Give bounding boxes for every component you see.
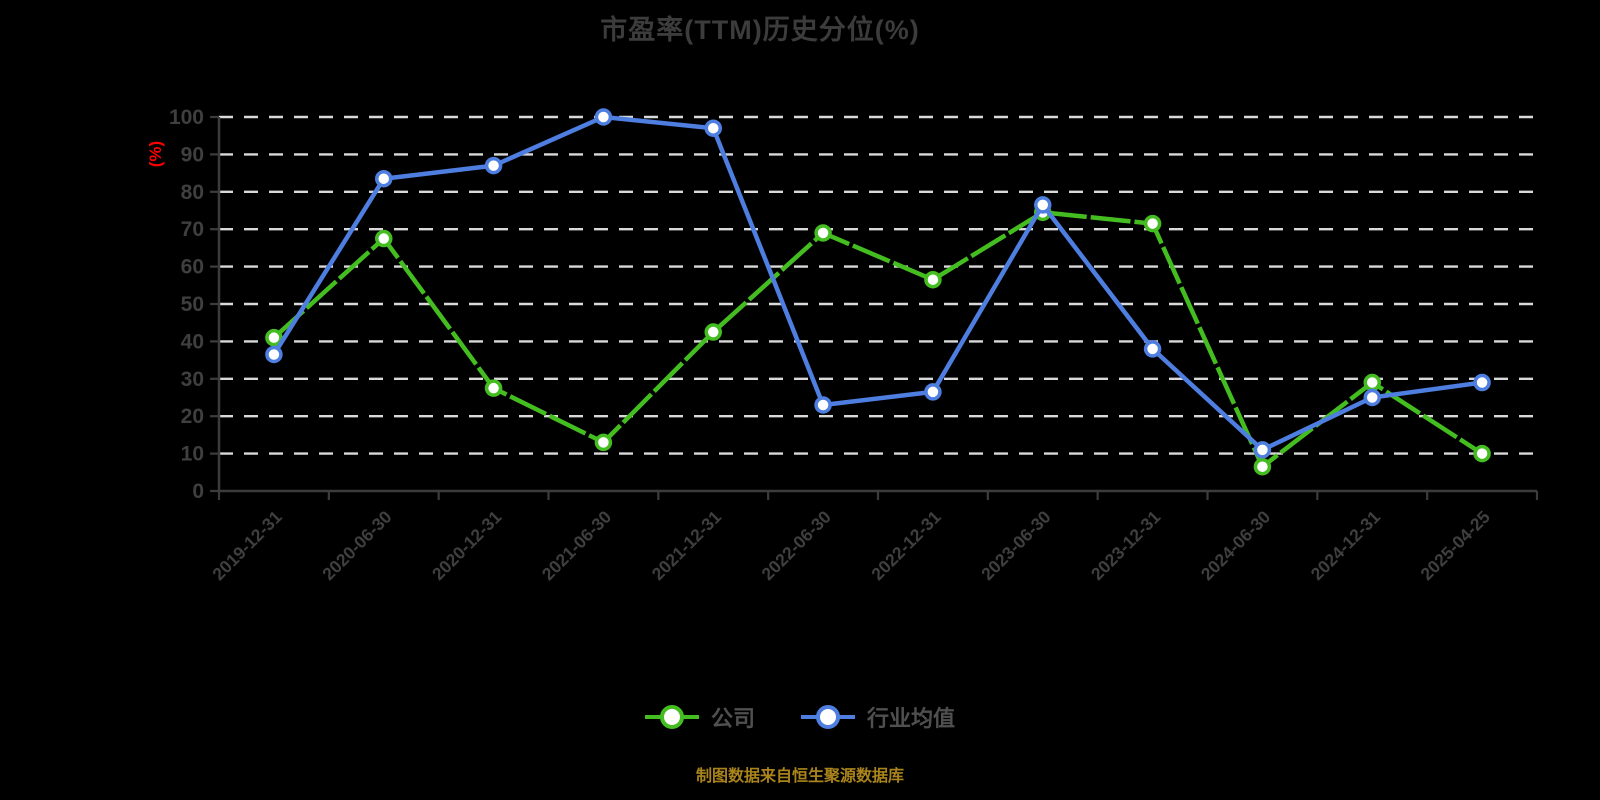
data-point-marker-company[interactable] bbox=[1253, 457, 1272, 476]
data-point-marker-industry[interactable] bbox=[1253, 441, 1272, 459]
y-axis-label: 60 bbox=[181, 256, 204, 279]
y-axis-label: 10 bbox=[181, 443, 204, 466]
legend-item-company[interactable]: 公司 bbox=[644, 701, 755, 733]
y-axis-label: 30 bbox=[181, 368, 204, 391]
company-series-marker-icon bbox=[644, 705, 699, 729]
data-point-marker-company[interactable] bbox=[704, 323, 722, 341]
data-point-marker-industry[interactable] bbox=[924, 383, 942, 401]
data-point-marker-industry[interactable] bbox=[1473, 373, 1491, 392]
y-axis-label: 70 bbox=[181, 218, 204, 241]
series-line-company bbox=[272, 210, 1484, 469]
legend-label-company: 公司 bbox=[710, 706, 755, 731]
x-axis-label: 2019-12-31 bbox=[208, 507, 286, 585]
x-axis-label: 2023-06-30 bbox=[977, 507, 1055, 585]
data-point-marker-company[interactable] bbox=[375, 229, 393, 248]
x-axis-label: 2020-12-31 bbox=[428, 507, 506, 585]
data-point-marker-company[interactable] bbox=[484, 379, 503, 397]
chart-title: 市盈率(TTM)历史分位(%) bbox=[600, 15, 920, 45]
x-axis-label: 2022-06-30 bbox=[757, 507, 835, 585]
y-axis-label: 40 bbox=[181, 330, 204, 353]
data-point-marker-company[interactable] bbox=[1363, 373, 1381, 392]
x-axis-label: 2024-06-30 bbox=[1197, 507, 1275, 585]
x-axis-label: 2021-06-30 bbox=[538, 507, 616, 585]
data-point-marker-industry[interactable] bbox=[704, 119, 722, 137]
legend-item-industry[interactable]: 行业均值 bbox=[801, 701, 955, 733]
y-axis-label: 20 bbox=[181, 405, 204, 428]
industry-series-marker-icon bbox=[801, 705, 855, 729]
legend-label-industry: 行业均值 bbox=[867, 706, 956, 731]
y-axis-label: 80 bbox=[181, 181, 204, 204]
data-point-marker-industry[interactable] bbox=[265, 345, 283, 364]
y-axis-label: 90 bbox=[181, 143, 204, 166]
y-axis-label: 100 bbox=[169, 106, 204, 129]
data-source-note: 制图数据来自恒生聚源数据库 bbox=[695, 768, 904, 785]
x-axis-label: 2022-12-31 bbox=[867, 507, 945, 585]
data-point-marker-industry[interactable] bbox=[1363, 388, 1381, 407]
data-point-marker-industry[interactable] bbox=[594, 108, 613, 126]
y-axis-label: 50 bbox=[181, 293, 204, 316]
x-axis-label: 2021-12-31 bbox=[648, 507, 726, 585]
data-point-marker-industry[interactable] bbox=[814, 396, 832, 414]
legend: 公司 行业均值 bbox=[0, 701, 1600, 733]
data-point-marker-company[interactable] bbox=[265, 328, 283, 347]
data-point-marker-company[interactable] bbox=[1143, 214, 1162, 233]
series-line-industry bbox=[272, 114, 1483, 453]
x-axis-label: 2025-04-25 bbox=[1416, 507, 1494, 585]
data-point-marker-industry[interactable] bbox=[1143, 340, 1162, 358]
data-point-marker-industry[interactable] bbox=[1034, 196, 1052, 214]
data-point-marker-company[interactable] bbox=[814, 224, 832, 242]
x-axis-label: 2020-06-30 bbox=[318, 507, 396, 585]
data-point-marker-company[interactable] bbox=[1473, 444, 1491, 463]
data-point-marker-company[interactable] bbox=[924, 270, 942, 289]
legend-dot-icon bbox=[816, 705, 840, 729]
y-axis-label: 0 bbox=[192, 480, 204, 503]
data-point-marker-industry[interactable] bbox=[375, 169, 393, 188]
x-axis-label: 2023-12-31 bbox=[1087, 507, 1165, 585]
x-axis-label: 2024-12-31 bbox=[1307, 507, 1385, 585]
legend-dot-icon bbox=[659, 705, 684, 729]
data-point-marker-company[interactable] bbox=[594, 433, 613, 452]
data-point-marker-industry[interactable] bbox=[484, 156, 503, 175]
